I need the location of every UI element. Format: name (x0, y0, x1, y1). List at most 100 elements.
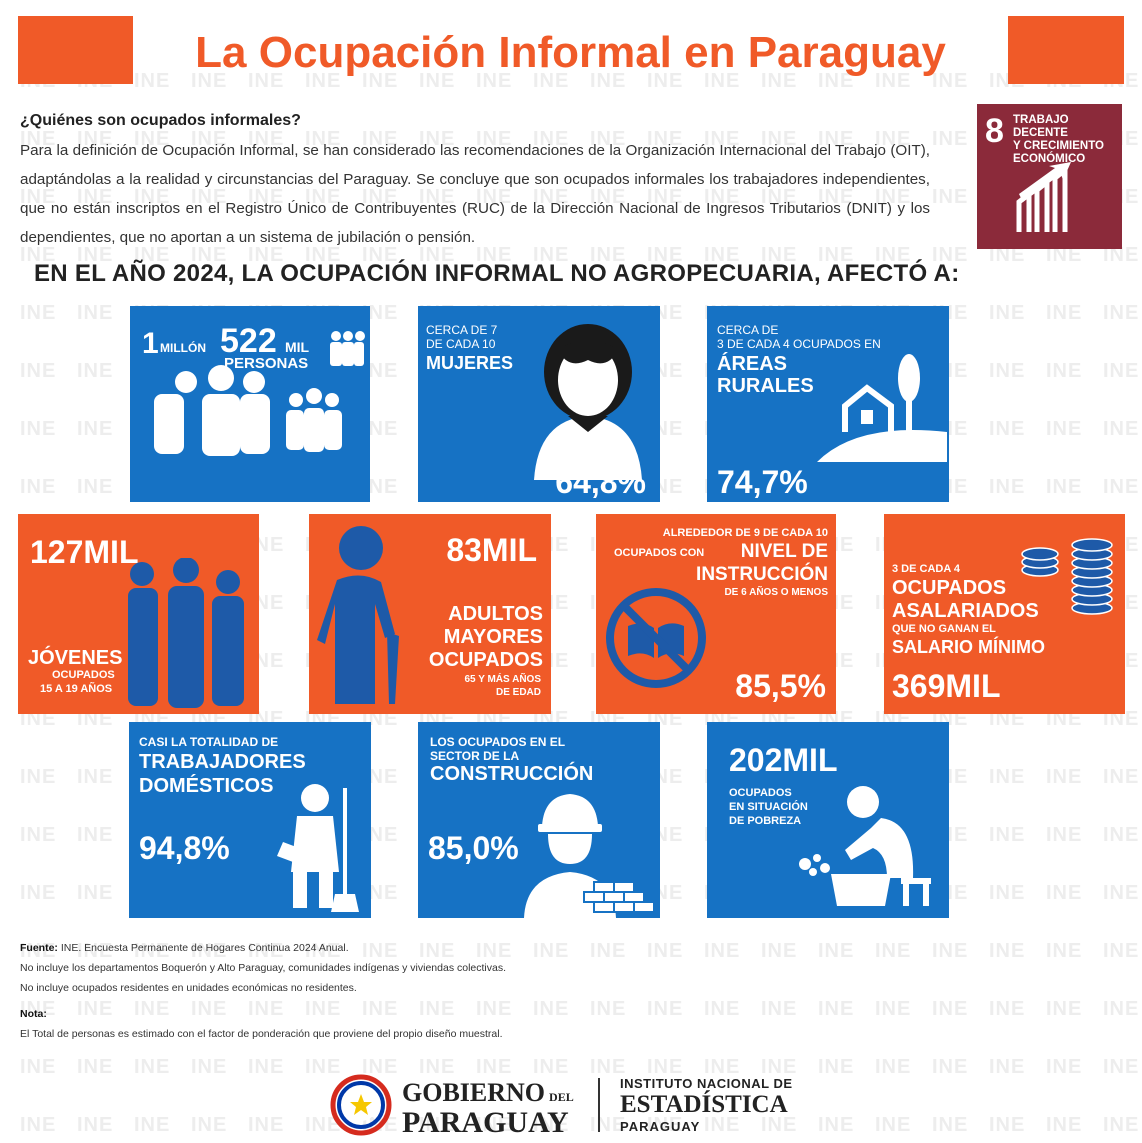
watermark-text: INE (590, 940, 627, 962)
intro-paragraph: Para la definición de Ocupación Informal… (20, 142, 930, 246)
watermark-text: INE (1046, 1056, 1083, 1078)
watermark-text: INE (761, 1056, 798, 1078)
watermark-text: INE (818, 186, 855, 208)
watermark-text: INE (476, 128, 513, 150)
watermark-text: INE (191, 998, 228, 1020)
watermark-text: INE (134, 128, 171, 150)
watermark-text: INE (1046, 1114, 1083, 1136)
watermark-text: INE (191, 1056, 228, 1078)
watermark-text: INE (818, 1056, 855, 1078)
adultos-sub2: DE EDAD (495, 687, 541, 698)
instruccion-pre: ALREDEDOR DE 9 DE CADA 10 (662, 527, 828, 539)
pobreza-value: 202MIL (729, 742, 838, 778)
watermark-text: INE (20, 766, 57, 788)
gov-logo-text: GOBIERNO DEL PARAGUAY (402, 1078, 574, 1139)
watermark-text: INE (476, 940, 513, 962)
watermark-text: INE (248, 244, 285, 266)
watermark-text: INE (362, 186, 399, 208)
watermark-text: INE (191, 244, 228, 266)
watermark-text: INE (134, 70, 171, 92)
pobreza-sub1: OCUPADOS (729, 787, 792, 799)
intro-question: ¿Quiénes son ocupados informales? (20, 112, 301, 129)
instruccion-pre2: OCUPADOS CON (614, 547, 705, 559)
watermark-text: INE (248, 70, 285, 92)
watermark-text: INE (932, 940, 969, 962)
watermark-text: INE (875, 1114, 912, 1136)
watermark-text: INE (476, 1114, 513, 1136)
nota-text: El Total de personas es estimado con el … (20, 1028, 503, 1040)
instruccion-value: 85,5% (735, 668, 826, 704)
watermark-text: INE (134, 186, 171, 208)
watermark-text: INE (77, 418, 114, 440)
watermark-text: INE (533, 70, 570, 92)
section-subtitle: EN EL AÑO 2024, LA OCUPACIÓN INFORMAL NO… (34, 260, 960, 287)
watermark-text: INE (1046, 418, 1083, 440)
watermark-text: INE (761, 998, 798, 1020)
domesticos-pre: CASI LA TOTALIDAD DE (139, 735, 279, 749)
watermark-text: INE (362, 70, 399, 92)
watermark-text: INE (704, 1056, 741, 1078)
logo-divider (598, 1078, 600, 1132)
watermark-text: INE (989, 476, 1026, 498)
watermark-text: INE (362, 1056, 399, 1078)
watermark-text: INE (989, 1114, 1026, 1136)
adultos-label2: MAYORES (443, 626, 543, 648)
watermark-text: INE (77, 882, 114, 904)
watermark-text: INE (875, 244, 912, 266)
logos: GOBIERNO DEL PARAGUAY INSTITUTO NACIONAL… (330, 1072, 820, 1139)
tile-domesticos: CASI LA TOTALIDAD DE TRABAJADORES DOMÉST… (129, 722, 371, 918)
footer-notes: Fuente: INE. Encuesta Permanente de Hoga… (20, 938, 506, 1044)
watermark-text: INE (77, 128, 114, 150)
watermark-text: INE (1046, 824, 1083, 846)
watermark-text: INE (989, 824, 1026, 846)
watermark-text: INE (875, 1056, 912, 1078)
cleaner-icon (277, 784, 359, 912)
watermark-text: INE (362, 128, 399, 150)
watermark-text: INE (1046, 766, 1083, 788)
watermark-text: INE (77, 1056, 114, 1078)
watermark-text: INE (1103, 824, 1140, 846)
watermark-text: INE (77, 824, 114, 846)
watermark-text: INE (1046, 302, 1083, 324)
watermark-text: INE (818, 128, 855, 150)
watermark-text: INE (305, 998, 342, 1020)
growth-chart-icon (1016, 162, 1071, 232)
tile-asalariados: 3 DE CADA 4 OCUPADOS ASALARIADOS QUE NO … (884, 514, 1125, 714)
watermark-text: INE (647, 998, 684, 1020)
personas-unit1: MILLÓN (160, 341, 206, 355)
instruccion-label1: NIVEL DE (740, 541, 828, 562)
watermark-text: INE (1046, 476, 1083, 498)
watermark-text: INE (989, 940, 1026, 962)
watermark-text: INE (875, 940, 912, 962)
construccion-label: CONSTRUCCIÓN (430, 763, 594, 785)
watermark-text: INE (305, 940, 342, 962)
ine-logo-text: INSTITUTO NACIONAL DE ESTADÍSTICA PARAGU… (620, 1076, 793, 1134)
watermark-text: INE (305, 128, 342, 150)
watermark-text: INE (476, 998, 513, 1020)
personas-label: PERSONAS (224, 355, 309, 372)
sdg-badge: 8 TRABAJO DECENTE Y CRECIMIENTO ECONÓMICO (977, 104, 1122, 249)
watermark-text: INE (305, 186, 342, 208)
watermark-text: INE (1103, 1114, 1140, 1136)
youth-icon (128, 558, 244, 708)
watermark-text: INE (989, 998, 1026, 1020)
watermark-text: INE (77, 302, 114, 324)
watermark-text: INE (647, 940, 684, 962)
asalariados-label3: SALARIO MÍNIMO (892, 637, 1045, 657)
pobreza-sub2: EN SITUACIÓN (729, 801, 808, 813)
tile-mujeres: CERCA DE 7 DE CADA 10 MUJERES 64,8% (418, 306, 660, 502)
watermark-text: INE (533, 1056, 570, 1078)
watermark-text: INE (362, 940, 399, 962)
watermark-text: INE (533, 244, 570, 266)
domesticos-label2: DOMÉSTICOS (139, 775, 274, 797)
watermark-text: INE (419, 128, 456, 150)
watermark-text: INE (305, 1114, 342, 1136)
watermark-text: INE (704, 1114, 741, 1136)
watermark-text: INE (419, 998, 456, 1020)
watermark-text: INE (1103, 1056, 1140, 1078)
rurales-label1: ÁREAS (717, 353, 788, 375)
watermark-text: INE (590, 70, 627, 92)
watermark-text: INE (818, 244, 855, 266)
watermark-text: INE (191, 186, 228, 208)
watermark-text: INE (533, 128, 570, 150)
